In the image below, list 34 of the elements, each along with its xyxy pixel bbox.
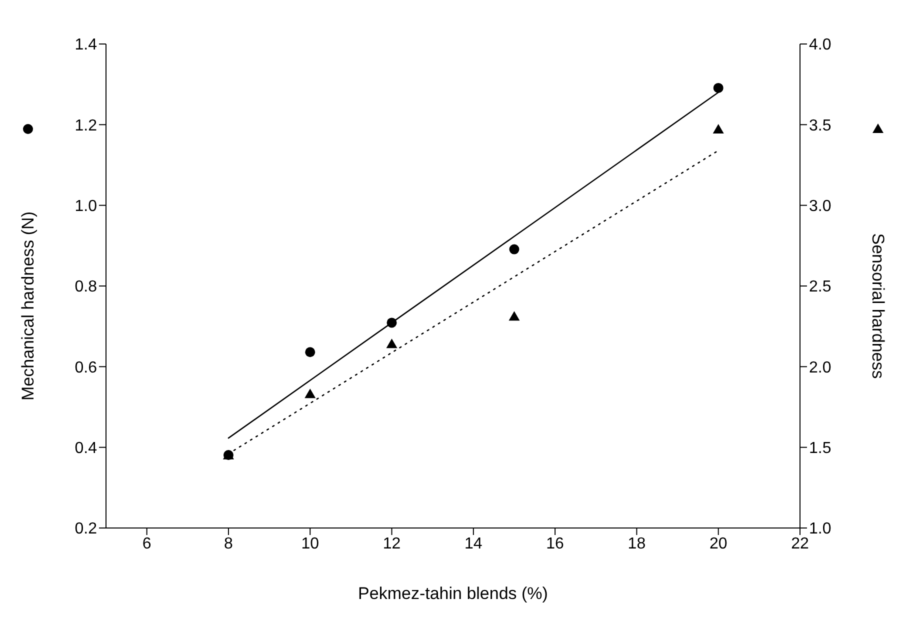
y-tick-label: 0.4 (74, 440, 98, 458)
x-tick-label: 6 (142, 535, 152, 552)
y2-tick-label: 4.0 (809, 36, 832, 54)
point (386, 338, 398, 348)
y-tick-label: 0.2 (74, 520, 98, 538)
point (509, 244, 520, 254)
y2-tick-label: 3.0 (809, 198, 832, 216)
x-tick-label: 22 (791, 535, 809, 552)
y2-tick-label: 2.5 (809, 278, 832, 296)
y-tick-label: 1.4 (74, 36, 98, 54)
point (386, 318, 397, 328)
y-tick-label: 0.8 (74, 278, 98, 296)
point (508, 311, 520, 321)
y2-tick-label: 2.0 (809, 359, 832, 376)
x-tick-label: 16 (546, 535, 564, 552)
x-tick-label: 10 (301, 535, 320, 552)
y-axis-title: Mechanical hardness (N) (18, 212, 38, 400)
x-tick-label: 20 (709, 535, 728, 552)
y-tick-label: 1.2 (74, 117, 98, 134)
point (713, 82, 724, 93)
x-tick-label: 14 (464, 535, 482, 552)
point (304, 388, 316, 398)
y2-tick-label: 1.5 (809, 440, 832, 458)
x-tick-label: 12 (382, 535, 401, 552)
point (305, 347, 316, 358)
y-tick-label: 1.0 (74, 198, 98, 216)
y-tick-label: 0.6 (74, 359, 98, 376)
x-axis-title: Pekmez-tahin blends (%) (358, 584, 548, 603)
x-tick-label: 18 (628, 535, 646, 552)
y2-axis-title: Sensorial hardness (868, 233, 888, 379)
x-tick-label: 8 (224, 535, 234, 552)
point (712, 124, 724, 134)
y2-tick-label: 3.5 (809, 117, 832, 134)
y2-tick-label: 1.0 (809, 520, 832, 538)
